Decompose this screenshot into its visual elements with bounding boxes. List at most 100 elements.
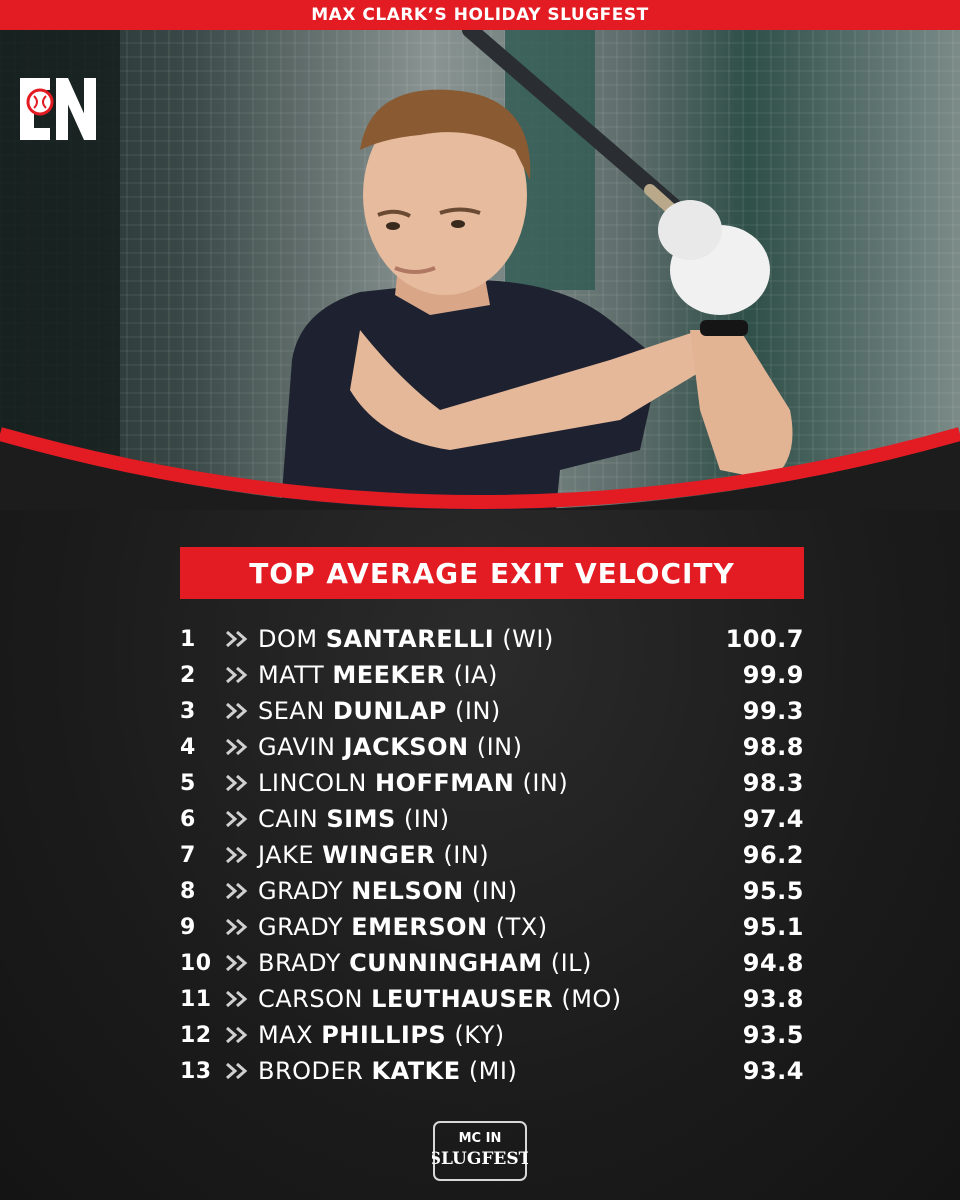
leaderboard-row: 11 CARSON LEUTHAUSER (MO) 93.8 xyxy=(180,981,804,1017)
event-title: MAX CLARK’S HOLIDAY SLUGFEST xyxy=(311,5,649,25)
first-name: BRODER xyxy=(258,1057,364,1085)
rank-number: 8 xyxy=(180,878,196,904)
player-name: MATT MEEKER (IA) xyxy=(258,661,694,689)
last-name: HOFFMAN xyxy=(375,769,515,797)
player-name: DOM SANTARELLI (WI) xyxy=(258,625,694,653)
double-chevron-icon xyxy=(224,665,258,685)
last-name: PHILLIPS xyxy=(321,1021,447,1049)
state-code: (IA) xyxy=(453,661,498,689)
player-name: SEAN DUNLAP (IN) xyxy=(258,697,694,725)
leaderboard-list: 1 DOM SANTARELLI (WI) 100.7 2 MATT MEEKER (I… xyxy=(180,621,804,1089)
player-name: GRADY NELSON (IN) xyxy=(258,877,694,905)
double-chevron-icon xyxy=(224,629,258,649)
rank-number: 12 xyxy=(180,1022,212,1048)
last-name: SANTARELLI xyxy=(325,625,495,653)
top-banner: MAX CLARK’S HOLIDAY SLUGFEST xyxy=(0,0,960,30)
exit-velocity-value: 96.2 xyxy=(742,841,804,869)
rank-number: 11 xyxy=(180,986,212,1012)
first-name: CAIN xyxy=(258,805,319,833)
rank-number: 3 xyxy=(180,698,196,724)
state-code: (IN) xyxy=(455,697,501,725)
state-code: (IN) xyxy=(443,841,490,869)
leaderboard-row: 6 CAIN SIMS (IN) 97.4 xyxy=(180,801,804,837)
leaderboard-row: 5 LINCOLN HOFFMAN (IN) 98.3 xyxy=(180,765,804,801)
last-name: SIMS xyxy=(326,805,396,833)
first-name: GAVIN xyxy=(258,733,336,761)
double-chevron-icon xyxy=(224,881,258,901)
leaderboard-row: 4 GAVIN JACKSON (IN) 98.8 xyxy=(180,729,804,765)
state-code: (KY) xyxy=(454,1021,505,1049)
double-chevron-icon xyxy=(224,809,258,829)
player-name: GAVIN JACKSON (IN) xyxy=(258,733,694,761)
first-name: BRADY xyxy=(258,949,341,977)
double-chevron-icon xyxy=(224,1025,258,1045)
last-name: LEUTHAUSER xyxy=(371,985,554,1013)
exit-velocity-value: 93.5 xyxy=(742,1021,804,1049)
rank-number: 5 xyxy=(180,770,196,796)
player-name: BRODER KATKE (MI) xyxy=(258,1057,694,1085)
state-code: (MO) xyxy=(561,985,622,1013)
exit-velocity-value: 100.7 xyxy=(725,625,804,653)
exit-velocity-value: 98.3 xyxy=(742,769,804,797)
last-name: CUNNINGHAM xyxy=(349,949,543,977)
double-chevron-icon xyxy=(224,953,258,973)
exit-velocity-value: 94.8 xyxy=(742,949,804,977)
state-code: (MI) xyxy=(468,1057,518,1085)
player-name: CAIN SIMS (IN) xyxy=(258,805,694,833)
double-chevron-icon xyxy=(224,701,258,721)
first-name: CARSON xyxy=(258,985,363,1013)
rank-number: 1 xyxy=(180,626,196,652)
double-chevron-icon xyxy=(224,917,258,937)
player-name: CARSON LEUTHAUSER (MO) xyxy=(258,985,694,1013)
player-name: MAX PHILLIPS (KY) xyxy=(258,1021,694,1049)
leaderboard-row: 12 MAX PHILLIPS (KY) 93.5 xyxy=(180,1017,804,1053)
state-code: (IN) xyxy=(522,769,569,797)
last-name: EMERSON xyxy=(351,913,488,941)
logo-line2: SLUGFEST xyxy=(432,1149,528,1169)
state-code: (IL) xyxy=(550,949,592,977)
leaderboard-row: 2 MATT MEEKER (IA) 99.9 xyxy=(180,657,804,693)
exit-velocity-value: 95.1 xyxy=(742,913,804,941)
state-code: (WI) xyxy=(502,625,554,653)
slugfest-logo: MC IN SLUGFEST xyxy=(429,1120,532,1182)
last-name: NELSON xyxy=(351,877,464,905)
first-name: SEAN xyxy=(258,697,325,725)
first-name: MAX xyxy=(258,1021,314,1049)
first-name: DOM xyxy=(258,625,318,653)
batter-illustration xyxy=(0,30,793,520)
exit-velocity-value: 95.5 xyxy=(742,877,804,905)
last-name: WINGER xyxy=(322,841,436,869)
double-chevron-icon xyxy=(224,1061,258,1081)
leaderboard-row: 7 JAKE WINGER (IN) 96.2 xyxy=(180,837,804,873)
hero-photo xyxy=(0,30,960,520)
exit-velocity-value: 99.9 xyxy=(742,661,804,689)
player-name: JAKE WINGER (IN) xyxy=(258,841,694,869)
leaderboard-row: 10 BRADY CUNNINGHAM (IL) 94.8 xyxy=(180,945,804,981)
logo-line1: MC IN xyxy=(459,1131,502,1146)
section-title-box: TOP AVERAGE EXIT VELOCITY xyxy=(180,547,804,599)
leaderboard-row: 3 SEAN DUNLAP (IN) 99.3 xyxy=(180,693,804,729)
double-chevron-icon xyxy=(224,773,258,793)
first-name: GRADY xyxy=(258,913,344,941)
rank-number: 6 xyxy=(180,806,196,832)
player-name: GRADY EMERSON (TX) xyxy=(258,913,694,941)
first-name: GRADY xyxy=(258,877,344,905)
first-name: JAKE xyxy=(258,841,314,869)
exit-velocity-value: 93.4 xyxy=(742,1057,804,1085)
rank-number: 13 xyxy=(180,1058,212,1084)
leaderboard-row: 9 GRADY EMERSON (TX) 95.1 xyxy=(180,909,804,945)
exit-velocity-value: 98.8 xyxy=(742,733,804,761)
rank-number: 9 xyxy=(180,914,196,940)
first-name: LINCOLN xyxy=(258,769,367,797)
rank-number: 4 xyxy=(180,734,196,760)
exit-velocity-value: 99.3 xyxy=(742,697,804,725)
first-name: MATT xyxy=(258,661,325,689)
player-name: BRADY CUNNINGHAM (IL) xyxy=(258,949,694,977)
double-chevron-icon xyxy=(224,737,258,757)
leaderboard-row: 1 DOM SANTARELLI (WI) 100.7 xyxy=(180,621,804,657)
leaderboard-panel xyxy=(0,510,960,1200)
section-title: TOP AVERAGE EXIT VELOCITY xyxy=(249,556,735,590)
leaderboard-row: 13 BRODER KATKE (MI) 93.4 xyxy=(180,1053,804,1089)
exit-velocity-value: 97.4 xyxy=(742,805,804,833)
last-name: DUNLAP xyxy=(332,697,447,725)
